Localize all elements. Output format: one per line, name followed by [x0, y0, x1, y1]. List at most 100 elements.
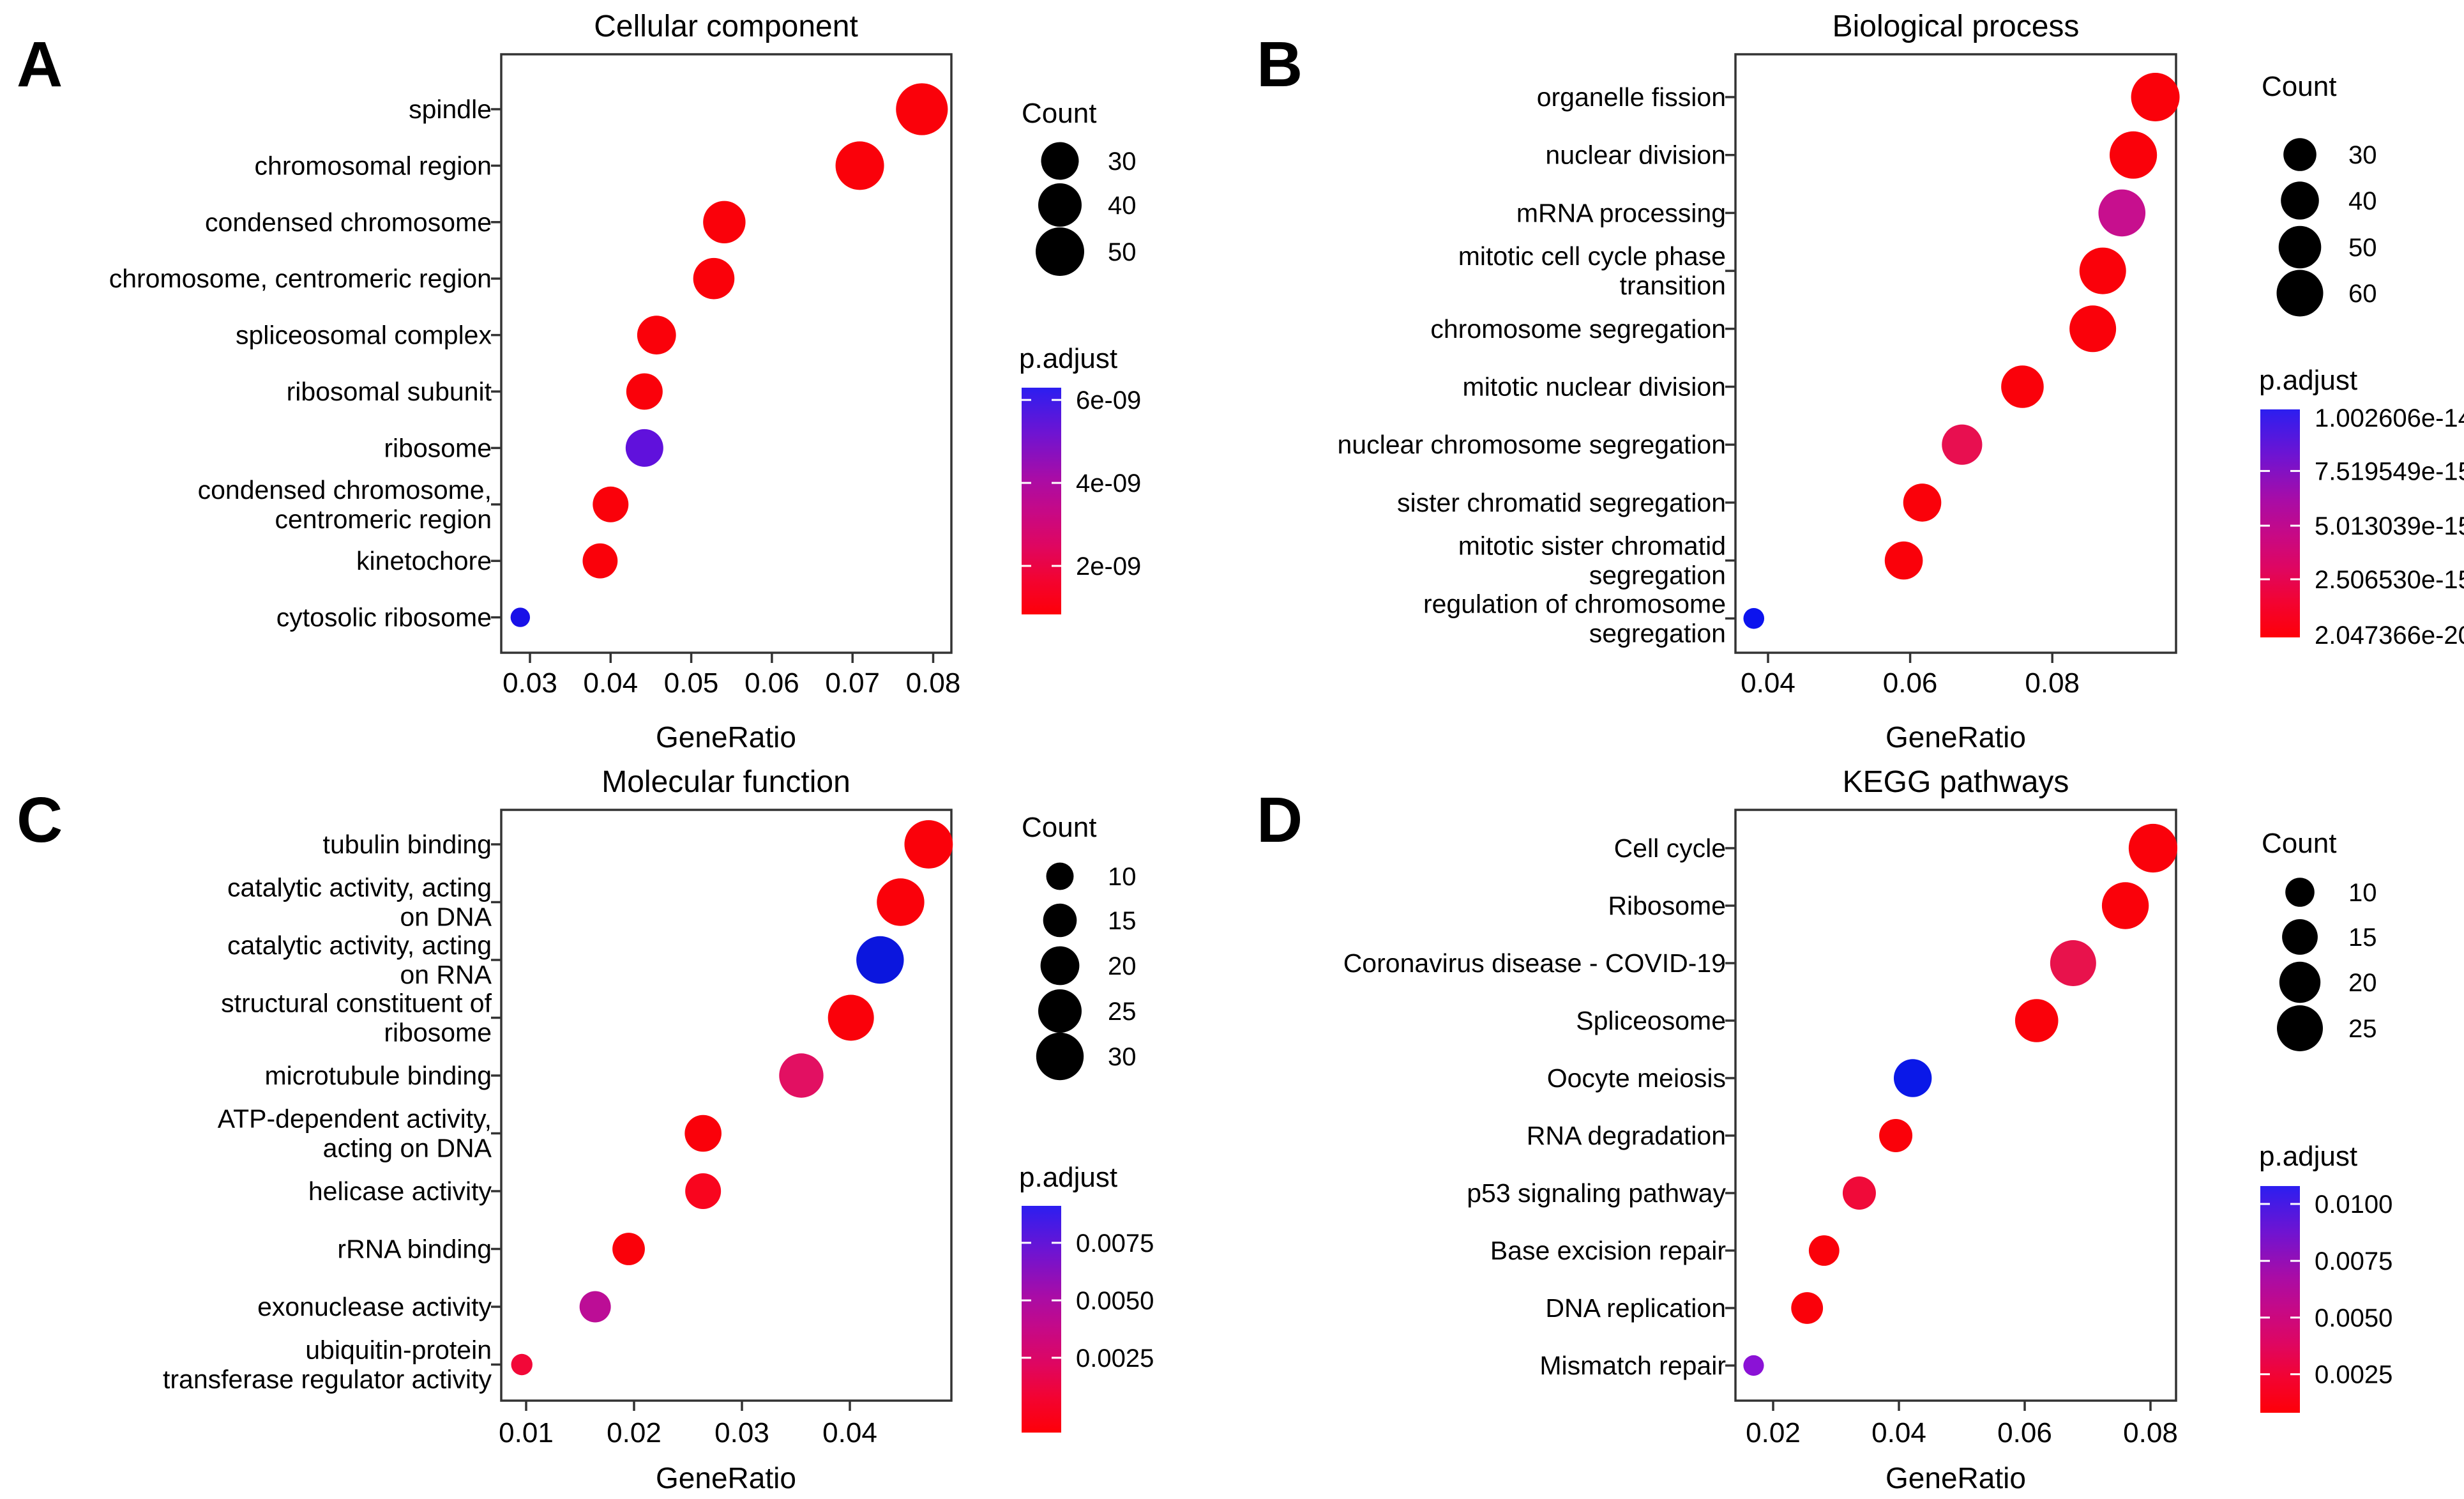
dot-organelle-fission — [2131, 73, 2180, 121]
dot-catalytic-activity-acting-on-rna — [856, 936, 904, 984]
y-category-label-ubiquitin-protein-transferase-regulator-activity: ubiquitin-protein transferase regulator a… — [163, 1335, 492, 1394]
dot-cell-cycle — [2128, 823, 2178, 873]
y-category-label-p53-signaling-pathway: p53 signaling pathway — [1467, 1178, 1726, 1208]
y-category-label-ribosomal-subunit: ribosomal subunit — [287, 377, 492, 406]
x-tick-label: 0.08 — [906, 667, 961, 699]
legend-count-dot-25 — [1038, 989, 1082, 1033]
dot-atp-dependent-activity-acting-on-dna — [684, 1115, 722, 1152]
y-category-label-exonuclease-activity: exonuclease activity — [257, 1292, 492, 1321]
legend-padjust-colorbar — [2260, 409, 2300, 637]
x-tick-label: 0.06 — [1997, 1417, 2052, 1449]
x-tick-label: 0.04 — [1741, 667, 1795, 699]
x-tick-label: 0.03 — [503, 667, 557, 699]
dot-sister-chromatid-segregation — [1903, 483, 1942, 522]
legend-count-dot-15 — [1043, 903, 1077, 938]
x-tick-label: 0.03 — [714, 1417, 769, 1449]
legend-count-label: 15 — [2348, 924, 2377, 952]
panel-kegg-pathways: D KEGG pathways 0.02 0.04 0.06 0.08 GeneRatio C… — [1257, 765, 2392, 1495]
plot-title: Molecular function — [601, 765, 850, 799]
y-category-label-atp-dependent-activity-acting-on-dna: ATP-dependent activity, acting on DNA — [218, 1104, 492, 1163]
y-category-label-chromosome-centromeric-region: chromosome, centromeric region — [109, 264, 492, 293]
legend-count-label: 50 — [2348, 234, 2377, 262]
legend-padjust-title: p.adjust — [1019, 343, 1117, 374]
y-category-label-helicase-activity: helicase activity — [308, 1176, 492, 1206]
legend-count-label: 40 — [2348, 187, 2377, 215]
dot-chromosome-segregation — [2069, 305, 2117, 353]
x-tick-label: 0.05 — [664, 667, 719, 699]
plot-frame — [1734, 809, 2177, 1402]
legend-count-title: Count — [1022, 812, 1096, 843]
x-tick-label: 0.04 — [583, 667, 638, 699]
legend-count-dot-25 — [2277, 1005, 2323, 1051]
x-tick-label: 0.02 — [1746, 1417, 1801, 1449]
x-tick-label: 0.04 — [822, 1417, 877, 1449]
legend-count-dot-30 — [2283, 138, 2317, 171]
legend-count-label: 20 — [2348, 969, 2377, 997]
x-axis-title: GeneRatio — [1886, 1461, 2026, 1495]
legend-padjust-label: 0.0075 — [2315, 1247, 2392, 1275]
dot-catalytic-activity-acting-on-dna — [877, 878, 925, 926]
y-category-label-kinetochore: kinetochore — [356, 546, 492, 575]
dot-chromosomal-region — [835, 141, 884, 190]
y-category-label-nuclear-chromosome-segregation: nuclear chromosome segregation — [1338, 430, 1727, 459]
y-category-label-mrna-processing: mRNA processing — [1516, 198, 1726, 227]
dot-nuclear-division — [2109, 131, 2158, 179]
legend-count-dot-20 — [1040, 946, 1080, 985]
panel-letter-c: C — [17, 784, 63, 856]
y-category-label-coronavirus-disease-covid-19: Coronavirus disease - COVID-19 — [1343, 948, 1726, 978]
y-category-label-mitotic-cell-cycle-phase-transition: mitotic cell cycle phase transition — [1458, 241, 1726, 300]
dot-exonuclease-activity — [579, 1291, 611, 1323]
legend-count-dot-30 — [1036, 1032, 1084, 1081]
y-category-label-mitotic-sister-chromatid-segregation: mitotic sister chromatid segregation — [1458, 531, 1726, 590]
dot-rna-degradation — [1879, 1119, 1913, 1152]
legend-padjust-title: p.adjust — [2259, 365, 2357, 396]
legend-padjust-label: 0.0075 — [1076, 1229, 1154, 1258]
legend-count-dot-50 — [1036, 227, 1084, 276]
y-category-label-chromosomal-region: chromosomal region — [255, 151, 492, 180]
legend-padjust-label: 0.0025 — [1076, 1344, 1154, 1373]
y-category-label-spliceosome: Spliceosome — [1576, 1006, 1726, 1035]
dot-condensed-chromosome — [703, 201, 746, 243]
dot-kinetochore — [582, 543, 618, 579]
x-axis-title: GeneRatio — [1886, 720, 2026, 754]
legend-padjust-label: 5.013039e-15 — [2315, 512, 2464, 540]
panel-letter-a: A — [17, 29, 63, 100]
x-tick-label: 0.07 — [825, 667, 880, 699]
y-category-label-mismatch-repair: Mismatch repair — [1539, 1351, 1726, 1380]
dot-dna-replication — [1791, 1292, 1824, 1324]
dot-spindle — [896, 83, 948, 135]
legend-count-label: 30 — [1108, 148, 1137, 176]
legend-padjust-label: 0.0050 — [2315, 1304, 2392, 1332]
y-category-label-chromosome-segregation: chromosome segregation — [1430, 314, 1726, 344]
x-axis-title: GeneRatio — [656, 1461, 796, 1495]
plot-frame — [500, 809, 953, 1402]
dot-ribosomal-subunit — [626, 373, 663, 410]
x-tick-label: 0.02 — [607, 1417, 661, 1449]
y-category-label-organelle-fission: organelle fission — [1537, 82, 1726, 112]
x-tick-label: 0.08 — [2123, 1417, 2178, 1449]
dot-microtubule-binding — [779, 1053, 824, 1098]
legend-count-title: Count — [1022, 98, 1096, 129]
legend-padjust-colorbar — [1022, 388, 1061, 614]
dot-mitotic-nuclear-division — [2001, 365, 2044, 408]
dot-ribosome — [2101, 882, 2149, 929]
y-category-label-regulation-of-chromosome-segregation: regulation of chromosome segregation — [1423, 589, 1726, 648]
x-axis-title: GeneRatio — [656, 720, 796, 754]
legend-count-dot-30 — [1041, 142, 1079, 180]
plot-title: Biological process — [1833, 10, 2080, 43]
legend-count-dot-10 — [2285, 878, 2315, 907]
plot-frame — [500, 53, 953, 654]
legend-padjust-label: 6e-09 — [1076, 386, 1141, 415]
legend-count-label: 25 — [1108, 998, 1137, 1026]
y-category-label-catalytic-activity-acting-on-dna: catalytic activity, acting on DNA — [227, 873, 492, 932]
y-category-label-ribosome: ribosome — [384, 433, 492, 462]
legend-padjust-label: 4e-09 — [1076, 469, 1141, 498]
legend-padjust-colorbar — [1022, 1206, 1061, 1433]
y-category-label-condensed-chromosome-centromeric-region: condensed chromosome, centromeric region — [198, 475, 492, 534]
legend-padjust-title: p.adjust — [2259, 1141, 2357, 1172]
y-category-label-ribosome: Ribosome — [1608, 891, 1726, 920]
y-category-label-microtubule-binding: microtubule binding — [264, 1061, 492, 1090]
y-category-label-rrna-binding: rRNA binding — [337, 1235, 492, 1264]
